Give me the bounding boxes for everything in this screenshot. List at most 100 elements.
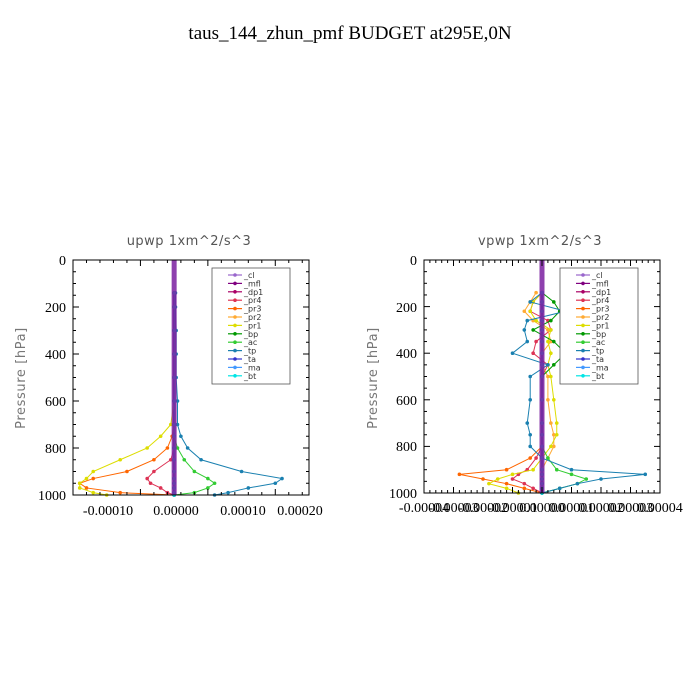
upwp-legend-label: _dp1	[243, 288, 263, 297]
vpwp-data-point	[495, 477, 500, 481]
vpwp-data-point	[528, 374, 532, 379]
vpwp-legend-label: _pr3	[591, 305, 609, 314]
upwp-legend-label: _tp	[243, 347, 256, 356]
upwp-legend-marker	[233, 348, 237, 353]
vpwp-data-point	[522, 481, 527, 486]
vpwp-data-point	[481, 477, 485, 481]
vpwp-x-tick-label: 0.00003	[608, 501, 654, 516]
vpwp-legend-label: _pr2	[591, 313, 609, 322]
vpwp-legend-marker	[581, 374, 585, 378]
vpwp-data-point	[504, 481, 509, 486]
vpwp-legend-label: _dp1	[591, 288, 611, 297]
upwp-data-point	[239, 469, 244, 474]
vpwp-legend-label: _cl	[591, 271, 603, 280]
vpwp-data-point	[528, 456, 532, 460]
upwp-legend-label: _ta	[243, 355, 256, 364]
vpwp-legend-marker	[581, 365, 585, 370]
vpwp-data-point	[549, 351, 553, 356]
upwp-data-point	[77, 486, 82, 490]
upwp-legend-marker	[233, 357, 237, 361]
upwp-x-tick-label: -0.00010	[83, 504, 133, 519]
vpwp-data-point	[552, 444, 556, 449]
upwp-legend-box	[211, 267, 291, 385]
vpwp-data-point	[584, 477, 589, 481]
vpwp-x-tick-label: -0.00004	[399, 501, 449, 516]
vpwp-data-point	[504, 486, 509, 491]
upwp-data-point	[152, 469, 156, 474]
vpwp-legend-label: _bp	[591, 330, 606, 339]
vpwp-data-point	[552, 363, 556, 367]
vpwp-data-point	[525, 318, 530, 323]
upwp-ticks	[72, 259, 309, 496]
vpwp-x-tick-label: 0.00001	[549, 501, 595, 516]
vpwp-legend-marker	[581, 281, 585, 286]
vpwp-ticks	[423, 259, 661, 494]
upwp-x-tick-label: 0.00000	[153, 504, 199, 519]
vpwp-legend-label: _mfl	[591, 279, 609, 288]
vpwp-x-tick-label: 0.00004	[637, 501, 683, 516]
vpwp-data-point	[531, 351, 535, 356]
vpwp-data-point	[487, 481, 491, 486]
upwp-data-point	[84, 476, 89, 481]
upwp-data-point	[118, 490, 122, 495]
vpwp-data-point	[522, 309, 527, 314]
vpwp-y-tick-label: 1000	[389, 487, 417, 502]
upwp-data-point	[280, 476, 284, 481]
vpwp-data-point	[531, 328, 535, 332]
vpwp-y-tick-label: 800	[396, 440, 417, 455]
vpwp-x-tick-label: 0.00002	[578, 501, 624, 516]
upwp-legend-marker	[233, 298, 237, 303]
upwp-data-point	[77, 481, 82, 486]
vpwp-x-tick-label: 0.00000	[519, 501, 565, 516]
upwp-data-point	[91, 490, 96, 495]
vpwp-y-tick-label: 200	[396, 301, 417, 316]
vpwp-legend-marker	[581, 273, 585, 277]
upwp-legend-label: _bp	[243, 330, 258, 339]
vpwp-data-point	[531, 486, 535, 491]
vpwp-y-tick-label: 0	[410, 254, 417, 269]
upwp-y-tick-label: 200	[45, 301, 66, 316]
vpwp-legend-label: _pr4	[591, 296, 609, 305]
upwp-x-tick-labels: -0.00010 0.00000 0.00010 0.00020	[83, 504, 323, 519]
vpwp-data-point	[554, 467, 559, 472]
vpwp-series-line	[487, 292, 558, 494]
upwp-data-point	[273, 481, 278, 486]
vpwp-data-point	[599, 477, 603, 481]
vpwp-data-point	[510, 477, 515, 481]
vpwp-data-point	[557, 486, 562, 491]
vpwp-data-point	[528, 309, 532, 314]
upwp-legend-marker	[233, 374, 237, 378]
vpwp-panel-title: vpwp 1xm^2/s^3	[478, 234, 602, 249]
upwp-legend: _cl_mfl_dp1_pr4_pr3_pr2_pr1_bp_ac_tp_ta_…	[211, 267, 291, 385]
vpwp-legend-marker	[581, 332, 585, 336]
upwp-legend-label: _cl	[243, 271, 255, 280]
vpwp-y-tick-label: 600	[396, 394, 417, 409]
vpwp-data-point	[534, 456, 538, 460]
vpwp-legend-marker	[581, 298, 585, 303]
upwp-data-point	[206, 476, 210, 481]
vpwp-data-point	[510, 351, 515, 356]
vpwp-data-point	[569, 472, 574, 477]
upwp-y-tick-label: 600	[45, 395, 66, 410]
upwp-data-point	[125, 469, 129, 474]
upwp-data-point	[246, 486, 251, 490]
vpwp-y-tick-label: 400	[396, 347, 417, 362]
upwp-x-tick-label: 0.00010	[220, 504, 266, 519]
vpwp-x-tick-label: -0.00003	[428, 501, 478, 516]
upwp-data-point	[145, 476, 149, 481]
vpwp-legend-marker	[581, 340, 585, 345]
vpwp-data-point	[643, 472, 648, 477]
upwp-legend-label: _ac	[243, 338, 257, 347]
upwp-legend-label: _pr1	[243, 321, 261, 330]
upwp-legend-marker	[233, 290, 237, 294]
upwp-panel: upwp 1xm^2/s^3 Pressure [hPa] 0 200 400 …	[14, 234, 323, 519]
vpwp-data-point	[549, 374, 553, 379]
vpwp-legend-box	[559, 267, 639, 385]
vpwp-data-point	[552, 339, 556, 344]
upwp-data-point	[152, 457, 156, 462]
vpwp-legend-marker	[581, 323, 585, 328]
vpwp-data-point	[546, 339, 550, 344]
vpwp-legend-label: _tp	[591, 347, 604, 356]
vpwp-data-point	[528, 398, 532, 402]
vpwp-data-point	[525, 339, 530, 344]
